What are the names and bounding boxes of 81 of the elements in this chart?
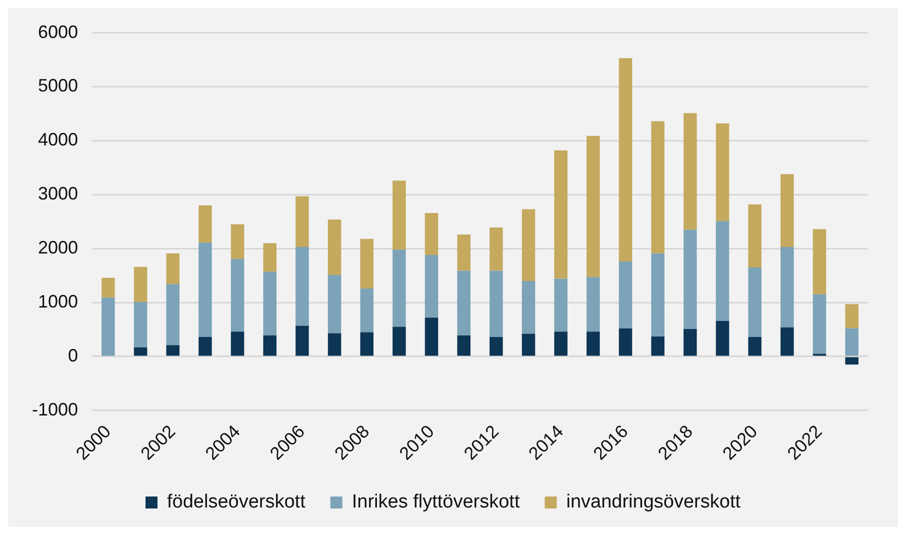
y-tick-label: 6000 [38, 22, 78, 42]
bar [263, 272, 276, 336]
bar [716, 320, 730, 356]
y-tick-label: 3000 [38, 184, 78, 204]
bar [360, 332, 374, 356]
bar [554, 332, 568, 356]
bar [618, 262, 632, 328]
bar [424, 255, 438, 318]
bar [812, 229, 826, 294]
bar [490, 270, 503, 338]
y-tick-label: 4000 [38, 130, 78, 150]
bar [198, 205, 212, 243]
bar [457, 234, 470, 271]
bar [360, 238, 374, 288]
bar [166, 284, 180, 346]
bar [684, 328, 697, 356]
bar [812, 294, 826, 354]
bar [424, 318, 438, 356]
bar [780, 246, 794, 328]
bar [457, 270, 470, 336]
bar [230, 258, 244, 332]
bar [263, 335, 276, 356]
bar [490, 337, 503, 356]
bar [748, 337, 762, 356]
bar [230, 332, 244, 356]
bar [716, 123, 730, 222]
legend-label: Inrikes flyttöverskott [352, 492, 520, 513]
bar [328, 219, 342, 276]
bar [134, 347, 148, 356]
y-tick-label: 5000 [38, 76, 78, 96]
bar [684, 230, 697, 329]
bar [586, 277, 600, 332]
bar [102, 298, 115, 356]
bar [263, 243, 276, 272]
bar [102, 278, 115, 298]
bar [651, 253, 664, 337]
bar [392, 326, 406, 356]
bar [554, 150, 568, 279]
bar [134, 302, 148, 348]
bar [845, 328, 858, 356]
bar [230, 224, 244, 259]
bar [424, 212, 438, 256]
bar [328, 275, 342, 334]
bar [296, 246, 309, 326]
bar [716, 221, 730, 321]
y-tick-label: 0 [68, 345, 78, 366]
bar [360, 288, 374, 332]
legend-label: födelseöverskott [167, 492, 306, 513]
bar [328, 333, 342, 356]
bar [198, 337, 212, 356]
bar [166, 253, 180, 284]
bar [618, 328, 632, 356]
bar [296, 196, 309, 247]
bar [522, 209, 536, 281]
legend-label: invandringsöverskott [566, 492, 742, 513]
bar [845, 304, 858, 328]
bar [522, 334, 536, 356]
bar [198, 242, 212, 338]
bar [134, 266, 148, 302]
bar [618, 58, 632, 262]
bar [845, 357, 858, 365]
bar [554, 278, 568, 332]
bar [522, 280, 536, 334]
bar [296, 326, 309, 356]
bar [166, 345, 180, 356]
bar [780, 327, 794, 356]
bar [684, 113, 697, 230]
y-tick-label: -1000 [32, 399, 78, 420]
bar [457, 335, 470, 356]
bar [651, 121, 664, 254]
bar [392, 250, 406, 327]
bar [651, 336, 664, 356]
bar [586, 332, 600, 356]
y-tick-label: 2000 [38, 238, 78, 258]
bar [586, 136, 600, 278]
bar [748, 267, 762, 338]
bar [780, 174, 794, 247]
y-tick-label: 1000 [38, 291, 78, 312]
bar [392, 180, 406, 250]
bar [748, 204, 762, 268]
bar [490, 228, 503, 271]
